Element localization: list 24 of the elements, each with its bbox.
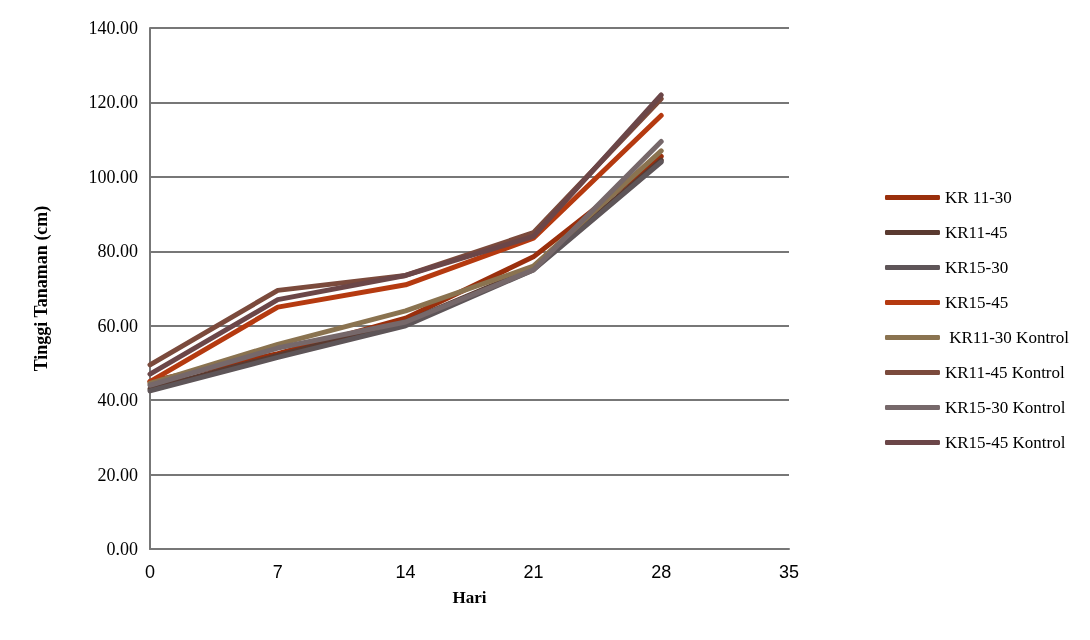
y-tick-label: 20.00 [97, 464, 138, 485]
y-tick-label: 80.00 [97, 241, 138, 262]
y-tick-label: 40.00 [97, 390, 138, 411]
y-tick-label: 120.00 [88, 92, 138, 113]
legend-label: KR15-45 [944, 293, 1009, 312]
legend-label: KR15-45 Kontrol [944, 433, 1066, 452]
x-tick-label: 14 [395, 562, 416, 582]
y-tick-label: 0.00 [106, 539, 138, 559]
legend-label: KR11-45 Kontrol [944, 363, 1066, 382]
legend-label: KR 11-30 [944, 188, 1012, 207]
y-tick-label: 100.00 [88, 166, 138, 187]
legend-label: KR11-45 [944, 223, 1008, 242]
x-tick-label: 35 [778, 562, 800, 582]
x-tick-label: 21 [523, 562, 544, 582]
x-tick-label: 7 [272, 562, 283, 582]
legend-label: KR11-30 Kontrol [944, 328, 1070, 347]
y-tick-label: 60.00 [97, 315, 138, 336]
y-tick-label: 140.00 [88, 18, 138, 38]
legend-label: KR15-30 [944, 258, 1009, 277]
x-tick-label: 0 [144, 562, 156, 582]
x-axis-title: Hari [452, 588, 487, 607]
legend-label: KR15-30 Kontrol [944, 398, 1066, 417]
x-tick-label: 28 [651, 562, 672, 582]
y-axis-title: Tinggi Tanaman (cm) [31, 205, 52, 372]
